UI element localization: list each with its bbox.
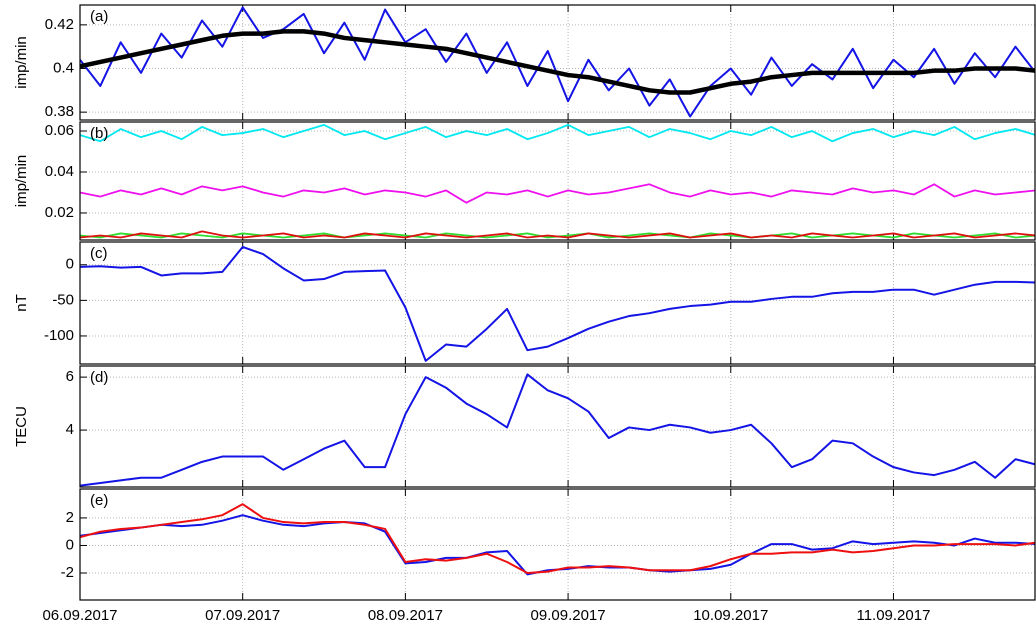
y-tick-label: 0 [66, 536, 74, 553]
y-tick-label: 4 [66, 421, 74, 438]
y-axis-label: imp/min [13, 36, 30, 89]
data-line [80, 514, 1035, 576]
panel-label: (b) [90, 125, 108, 142]
y-tick-label: 0.06 [45, 122, 74, 139]
y-tick-label: 2 [66, 509, 74, 526]
x-tick-label: 10.09.2017 [693, 607, 768, 624]
panel-label: (a) [90, 8, 108, 25]
data-line [80, 245, 1035, 362]
y-tick-label: 0.04 [45, 163, 74, 180]
x-tick-label: 07.09.2017 [205, 607, 280, 624]
x-tick-label: 08.09.2017 [368, 607, 443, 624]
panel: 0.38 0.4 0.42 (a) imp/min [13, 4, 1036, 121]
plot-area [80, 503, 1035, 576]
y-tick-label: -2 [61, 564, 74, 581]
panel-label: (e) [90, 492, 108, 509]
data-line [80, 373, 1035, 487]
y-axis-label: imp/min [13, 155, 30, 208]
plot-area [80, 6, 1035, 118]
y-tick-label: -100 [44, 327, 74, 344]
data-line [80, 29, 1035, 95]
x-tick-label: 11.09.2017 [856, 607, 930, 624]
y-tick-label: 0.4 [53, 59, 74, 76]
plot-area [80, 123, 1035, 239]
panel-frame [79, 365, 1036, 488]
y-tick-label: 0 [66, 256, 74, 273]
panel-frame [79, 241, 1036, 365]
y-tick-label: 0.38 [45, 103, 74, 120]
panel-frame [79, 121, 1036, 241]
panel-label: (d) [90, 369, 108, 386]
plot-area [80, 245, 1035, 362]
panel-frame [79, 4, 1036, 121]
panel: -100 -50 0 (c) nT [13, 241, 1036, 365]
panel: 06.09.2017 07.09.2017 08.09.2017 09.09.2017… [42, 488, 1036, 624]
panel: 0.02 0.04 0.06 (b) imp/min [13, 121, 1036, 241]
data-line [80, 6, 1035, 118]
data-line [80, 123, 1035, 143]
panel-frame [79, 488, 1036, 601]
data-line [80, 503, 1035, 575]
y-axis-label: TECU [13, 406, 30, 447]
y-tick-label: 0.02 [45, 204, 74, 221]
x-tick-label: 06.09.2017 [42, 607, 117, 624]
data-line [80, 230, 1035, 239]
y-tick-label: 0.42 [45, 16, 74, 33]
panel: 4 6 (d) TECU [13, 365, 1036, 488]
y-tick-label: 6 [66, 368, 74, 385]
plot-area [80, 373, 1035, 487]
panel-label: (c) [90, 245, 108, 262]
y-axis-label: nT [13, 294, 30, 312]
x-tick-label: 09.09.2017 [531, 607, 606, 624]
y-tick-label: -50 [52, 291, 74, 308]
data-line [80, 183, 1035, 204]
